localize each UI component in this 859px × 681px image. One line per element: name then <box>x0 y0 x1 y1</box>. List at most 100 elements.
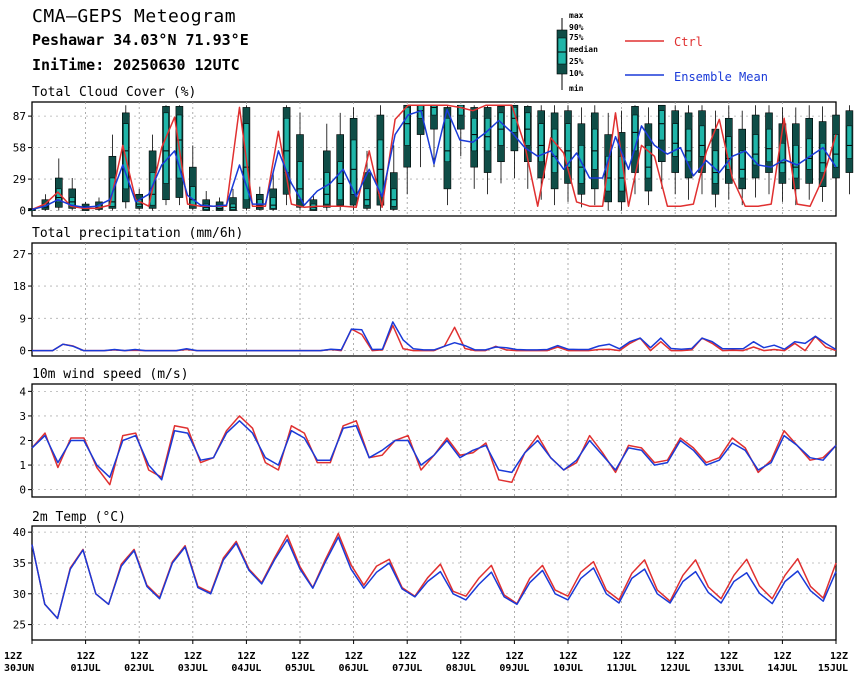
box-inner <box>578 145 585 184</box>
box-inner <box>592 128 598 170</box>
legend-ctrl-label: Ctrl <box>674 35 703 49</box>
box-inner <box>324 172 330 205</box>
location-label: Peshawar 34.03°N 71.93°E <box>32 31 249 49</box>
legend: max 90%75% median 25% 10% min Ctrl Ensemble Mea… <box>556 11 768 93</box>
legend-box-label: 90% <box>569 23 584 32</box>
x-tick-date: 08JUL <box>446 663 476 674</box>
box-inner <box>190 186 196 206</box>
box-inner <box>699 125 705 157</box>
x-tick-date: 09JUL <box>499 663 529 674</box>
legend-box-label: max <box>569 11 584 20</box>
x-tick-date: 30JUN <box>4 663 34 674</box>
ensemble-mean-line <box>32 321 837 352</box>
box-inner <box>69 197 75 206</box>
y-tick-label: 40 <box>13 526 26 539</box>
ensemble-mean-line <box>31 420 837 481</box>
x-tick-time: 12Z <box>130 651 148 662</box>
box-inner <box>163 112 169 184</box>
ctrl-line <box>31 415 837 486</box>
ctrl-line <box>32 324 837 352</box>
init-time-label: IniTime: 20250630 12UTC <box>32 56 240 74</box>
x-tick-date: 13JUL <box>714 663 744 674</box>
chart-title: CMA—GEPS Meteogram <box>32 6 237 27</box>
x-tick-time: 12Z <box>773 651 791 662</box>
panel-title: 10m wind speed (m/s) <box>32 367 189 382</box>
legend-mean-label: Ensemble Mean <box>674 70 768 84</box>
x-tick-time: 12Z <box>184 651 202 662</box>
panel-frame <box>31 525 837 641</box>
y-tick-label: 25 <box>13 619 26 632</box>
x-tick-date: 02JUL <box>124 663 154 674</box>
box-inner <box>484 118 491 152</box>
box-inner <box>833 134 839 168</box>
y-tick-label: 35 <box>13 557 26 570</box>
legend-box-label: median <box>569 44 598 54</box>
y-tick-label: 0 <box>19 345 26 358</box>
box-inner <box>538 123 544 162</box>
panel-frame <box>31 242 837 357</box>
y-tick-label: 3 <box>19 410 26 423</box>
x-tick-date: 04JUL <box>231 663 261 674</box>
panel-1: Total Cloud Cover (%) 0 29 58 87 <box>13 85 859 218</box>
x-tick-time: 12Z <box>398 651 416 662</box>
y-tick-label: 30 <box>13 588 26 601</box>
x-tick-date: 06JUL <box>339 663 369 674</box>
box-inner <box>270 197 276 209</box>
x-tick-time: 12Z <box>666 651 684 662</box>
y-tick-label: 58 <box>13 142 26 155</box>
y-tick-label: 18 <box>13 280 26 293</box>
box-inner <box>350 139 357 195</box>
panel-title: Total Cloud Cover (%) <box>32 85 196 100</box>
box-inner <box>404 107 410 146</box>
y-tick-label: 9 <box>19 312 26 325</box>
x-tick-time: 12Z <box>720 651 738 662</box>
header: CMA—GEPS Meteogram Peshawar 34.03°N 71.9… <box>0 0 859 90</box>
box-inner <box>551 128 558 173</box>
box-inner <box>297 161 303 200</box>
panel-3: 10m wind speed (m/s) 0 1 2 3 4 <box>19 367 837 498</box>
box-inner <box>645 145 652 179</box>
x-tick-time: 12Z <box>559 651 577 662</box>
x-tick-time: 12Z <box>830 651 848 662</box>
box-inner <box>846 125 853 159</box>
box-inner <box>766 128 772 162</box>
panel-2: Total precipitation (mm/6h) 0 9 18 27 <box>13 226 837 358</box>
box-inner <box>779 143 786 173</box>
panel-title: 2m Temp (°C) <box>32 510 126 525</box>
box-inner <box>752 134 759 166</box>
y-tick-label: 29 <box>13 173 26 186</box>
x-tick-time: 12Z <box>77 651 95 662</box>
x-tick-date: 10JUL <box>553 663 583 674</box>
panel-4: 2m Temp (°C) 25 30 35 40 <box>13 510 837 641</box>
x-tick-date: 15JUL <box>818 663 848 674</box>
x-tick-date: 14JUL <box>767 663 797 674</box>
box-inner <box>672 123 678 157</box>
box-inner <box>364 188 370 206</box>
box-inner <box>793 145 799 179</box>
panel-title: Total precipitation (mm/6h) <box>32 226 243 241</box>
x-tick-time: 12Z <box>291 651 309 662</box>
box-inner <box>739 150 745 179</box>
box-inner <box>806 138 812 170</box>
x-tick-date: 12JUL <box>660 663 690 674</box>
legend-box-label: 10% <box>569 69 584 78</box>
x-tick-date: 05JUL <box>285 663 315 674</box>
box-inner <box>685 128 692 162</box>
legend-box-inner <box>557 37 567 65</box>
x-tick-date: 01JUL <box>71 663 101 674</box>
ensemble-mean-line <box>31 536 837 620</box>
x-tick-date: 07JUL <box>392 663 422 674</box>
x-tick-date: 03JUL <box>178 663 208 674</box>
legend-box-label: min <box>569 83 584 93</box>
box-inner <box>819 143 826 173</box>
legend-box-label: 25% <box>569 57 584 66</box>
x-tick-time: 12Z <box>4 651 22 662</box>
x-tick-date: 11JUL <box>607 663 637 674</box>
box-inner <box>377 139 384 195</box>
y-tick-label: 0 <box>19 484 26 497</box>
x-tick-time: 12Z <box>505 651 523 662</box>
y-tick-label: 0 <box>19 205 26 218</box>
x-tick-time: 12Z <box>613 651 631 662</box>
box-inner <box>632 114 638 152</box>
